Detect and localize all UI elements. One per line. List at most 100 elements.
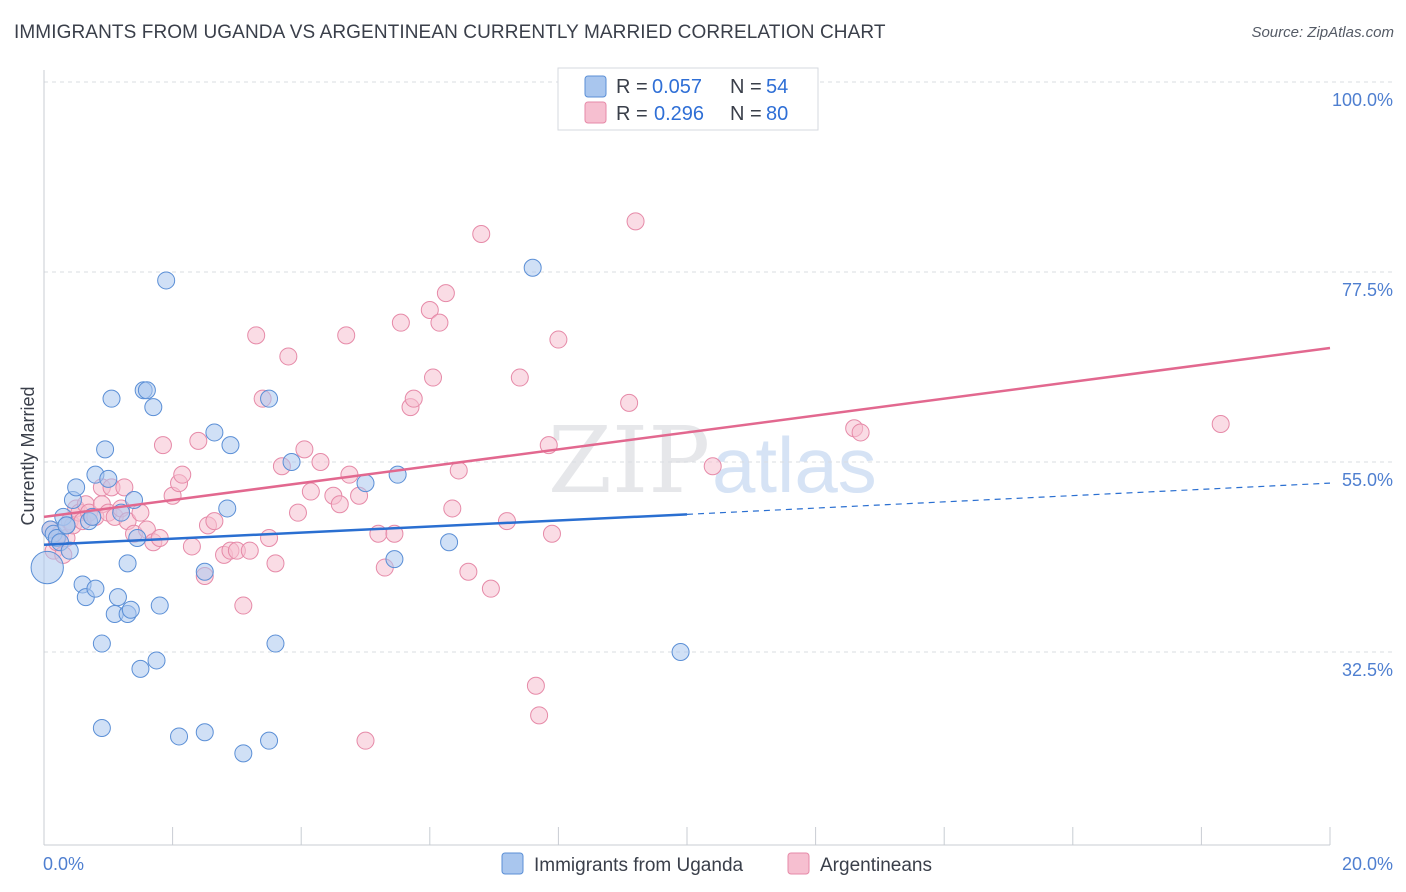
point-uganda (99, 469, 118, 488)
x-tick-label-min: 0.0% (43, 854, 84, 874)
trend-line-uganda-extension (686, 482, 1331, 515)
point-argentineans (620, 393, 639, 412)
point-argentineans (424, 368, 443, 387)
point-uganda (385, 550, 404, 569)
point-argentineans (301, 482, 320, 501)
y-tick-label: 100.0% (1332, 90, 1393, 110)
bottom-legend-label-argentineans: Argentineans (820, 855, 932, 876)
watermark-zip: ZIP (548, 407, 710, 514)
legend-n-value-2: 80 (766, 103, 788, 125)
legend-swatch-blue (584, 75, 607, 98)
point-uganda (440, 533, 459, 552)
legend-n-label-1: N = (730, 76, 762, 98)
point-argentineans (542, 524, 561, 543)
legend-r-label-2: R = (616, 103, 648, 125)
trend-line-uganda (43, 513, 688, 547)
point-uganda (118, 554, 137, 573)
point-argentineans (173, 465, 192, 484)
point-uganda (57, 516, 76, 535)
point-argentineans (404, 389, 423, 408)
bottom-legend: Immigrants from Uganda Argentineans (501, 852, 932, 876)
point-uganda (221, 436, 240, 455)
point-uganda (137, 381, 156, 400)
point-argentineans (549, 330, 568, 349)
point-uganda (150, 596, 169, 615)
legend-n-value-1: 54 (766, 76, 788, 98)
point-argentineans (497, 512, 516, 531)
point-argentineans (205, 512, 224, 531)
point-argentineans (391, 313, 410, 332)
source-label: Source: ZipAtlas.com (1251, 24, 1394, 41)
point-argentineans (234, 596, 253, 615)
point-uganda (86, 579, 105, 598)
point-argentineans (420, 301, 439, 319)
bottom-legend-swatch-pink (787, 852, 810, 875)
point-uganda (92, 634, 111, 653)
point-argentineans (115, 478, 134, 497)
bottom-legend-label-uganda: Immigrants from Uganda (534, 855, 744, 876)
point-argentineans (472, 225, 491, 243)
y-tick-label: 55.0% (1342, 470, 1393, 490)
point-argentineans (443, 499, 462, 518)
point-uganda (266, 634, 285, 653)
legend-box: R = 0.057 N = 54 R = 0.296 N = 80 (557, 67, 819, 131)
point-argentineans (288, 503, 307, 522)
point-argentineans (1211, 415, 1230, 433)
point-uganda (195, 562, 214, 581)
point-argentineans (510, 368, 529, 387)
point-argentineans (182, 537, 201, 556)
point-argentineans (247, 326, 266, 345)
point-uganda (108, 588, 127, 607)
point-uganda (67, 478, 86, 497)
point-uganda (96, 440, 115, 459)
point-uganda (356, 474, 375, 493)
point-argentineans (330, 495, 349, 514)
point-uganda (170, 727, 189, 746)
point-uganda (234, 744, 253, 763)
point-argentineans (240, 541, 259, 560)
bottom-legend-swatch-blue (501, 852, 524, 875)
point-uganda (144, 398, 163, 417)
legend-r-value-1: 0.057 (652, 76, 702, 98)
trend-lines (43, 346, 1331, 547)
point-uganda (102, 389, 121, 408)
point-argentineans (851, 423, 870, 442)
point-argentineans (340, 465, 359, 484)
point-uganda (195, 723, 214, 742)
point-argentineans (260, 529, 279, 547)
point-uganda (282, 453, 301, 471)
point-uganda (128, 529, 147, 547)
x-tick-label-max: 20.0% (1342, 854, 1393, 874)
point-argentineans (526, 676, 545, 695)
point-argentineans (626, 212, 645, 231)
y-tick-label: 32.5% (1342, 660, 1393, 680)
point-argentineans (530, 706, 549, 725)
point-uganda (205, 423, 224, 442)
point-uganda (131, 659, 150, 678)
legend-swatch-pink (584, 101, 607, 124)
point-uganda (260, 731, 279, 750)
point-argentineans (189, 431, 208, 450)
point-uganda (523, 258, 542, 277)
point-argentineans (436, 284, 455, 303)
point-uganda (60, 541, 79, 560)
point-argentineans (311, 453, 330, 471)
point-argentineans (337, 326, 356, 345)
point-uganda (218, 499, 237, 518)
point-argentineans (430, 313, 449, 332)
point-argentineans (481, 579, 500, 598)
trend-line-argentineans (43, 346, 1331, 519)
point-uganda (147, 651, 166, 670)
point-argentineans (459, 562, 478, 581)
point-uganda (30, 550, 64, 585)
point-argentineans (449, 461, 468, 480)
y-tick-label: 77.5% (1342, 280, 1393, 300)
point-argentineans (703, 457, 722, 476)
point-uganda (83, 507, 102, 526)
point-argentineans (356, 731, 375, 750)
legend-r-label-1: R = (616, 76, 648, 98)
axes (43, 70, 1331, 846)
y-axis-label: Currently Married (18, 386, 38, 525)
point-argentineans (295, 440, 314, 459)
